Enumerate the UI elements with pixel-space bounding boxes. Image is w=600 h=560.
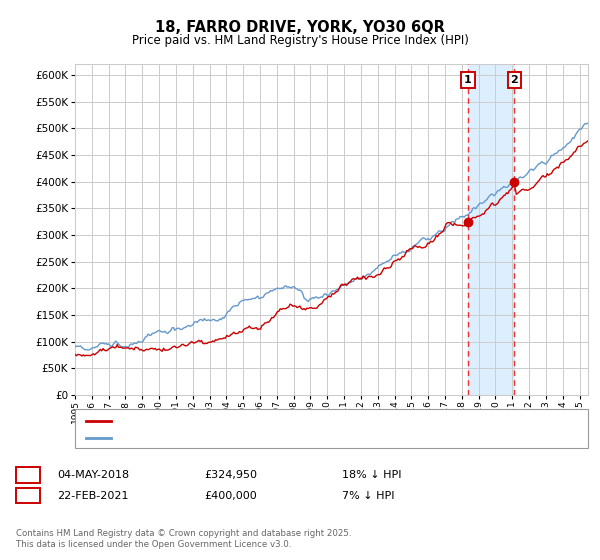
Text: HPI: Average price, detached house, York: HPI: Average price, detached house, York	[116, 433, 331, 443]
Text: 7% ↓ HPI: 7% ↓ HPI	[342, 491, 395, 501]
Text: £324,950: £324,950	[204, 470, 257, 480]
Text: 18, FARRO DRIVE, YORK, YO30 6QR: 18, FARRO DRIVE, YORK, YO30 6QR	[155, 20, 445, 35]
Text: £400,000: £400,000	[204, 491, 257, 501]
Text: 18% ↓ HPI: 18% ↓ HPI	[342, 470, 401, 480]
Text: Price paid vs. HM Land Registry's House Price Index (HPI): Price paid vs. HM Land Registry's House …	[131, 34, 469, 46]
Text: 22-FEB-2021: 22-FEB-2021	[57, 491, 128, 501]
Bar	[468, 64, 514, 395]
Text: 1: 1	[464, 76, 472, 85]
Text: Contains HM Land Registry data © Crown copyright and database right 2025.
This d: Contains HM Land Registry data © Crown c…	[16, 529, 351, 549]
Text: 2: 2	[511, 76, 518, 85]
Text: 18, FARRO DRIVE, YORK, YO30 6QR (detached house): 18, FARRO DRIVE, YORK, YO30 6QR (detache…	[116, 416, 394, 426]
Text: 1: 1	[24, 470, 31, 480]
Text: 2: 2	[24, 491, 31, 501]
Text: 04-MAY-2018: 04-MAY-2018	[57, 470, 129, 480]
